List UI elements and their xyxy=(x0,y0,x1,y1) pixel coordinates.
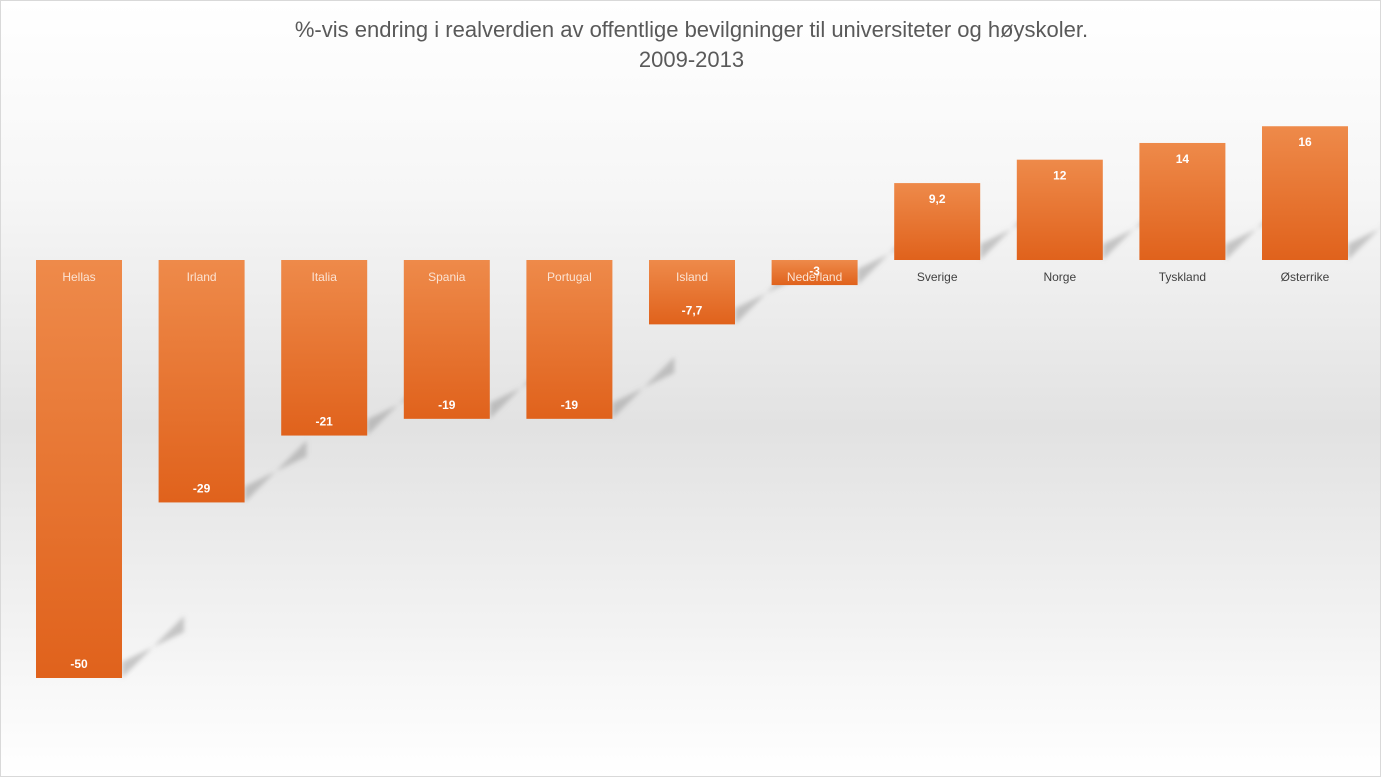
bar-portugal xyxy=(526,260,613,419)
value-label-spania: -19 xyxy=(438,398,456,412)
bar-italia xyxy=(281,260,368,436)
category-label-irland: Irland xyxy=(187,270,217,284)
bars xyxy=(36,126,1348,678)
value-label-nederland: -3 xyxy=(809,264,820,278)
category-label-nederland: Nederland xyxy=(787,270,842,284)
value-label-italia: -21 xyxy=(316,415,334,429)
bar-irland xyxy=(158,260,245,503)
bar-sverige xyxy=(894,183,981,260)
bar-spania xyxy=(403,260,490,419)
bar-shadow-irland xyxy=(244,440,307,503)
value-label-osterrike: 16 xyxy=(1298,135,1312,149)
chart-title: %-vis endring i realverdien av offentlig… xyxy=(1,15,1380,75)
value-label-norge: 12 xyxy=(1053,169,1067,183)
value-label-portugal: -19 xyxy=(561,398,579,412)
category-label-tyskland: Tyskland xyxy=(1159,270,1206,284)
value-label-sverige: 9,2 xyxy=(929,192,946,206)
bar-norge xyxy=(1016,159,1103,260)
bar-nederland xyxy=(771,260,858,286)
value-label-hellas: -50 xyxy=(70,657,88,671)
bar-island xyxy=(649,260,735,325)
category-label-portugal: Portugal xyxy=(547,270,592,284)
chart-title-line-2: 2009-2013 xyxy=(638,47,745,72)
bar-shadow-portugal xyxy=(612,356,675,419)
bar-shadow-hellas xyxy=(122,616,184,678)
category-label-osterrike: Østerrike xyxy=(1281,270,1330,284)
category-label-norge: Norge xyxy=(1043,270,1076,284)
bar-osterrike xyxy=(1262,126,1348,261)
bar-hellas xyxy=(36,260,122,678)
category-label-spania: Spania xyxy=(428,270,466,284)
value-label-island: -7,7 xyxy=(682,303,703,317)
labels: Hellas -50 Irland -29 Italia -21 Spania -19 Port… xyxy=(62,135,1329,671)
bar-tyskland xyxy=(1139,142,1226,260)
category-label-italia: Italia xyxy=(312,270,338,284)
category-label-island: Island xyxy=(676,270,708,284)
category-label-sverige: Sverige xyxy=(917,270,958,284)
value-label-irland: -29 xyxy=(193,481,211,495)
chart-title-line-1: %-vis endring i realverdien av offentlig… xyxy=(294,17,1089,42)
value-label-tyskland: 14 xyxy=(1176,152,1190,166)
category-label-hellas: Hellas xyxy=(62,270,95,284)
bar-shadow-osterrike xyxy=(1348,228,1380,260)
